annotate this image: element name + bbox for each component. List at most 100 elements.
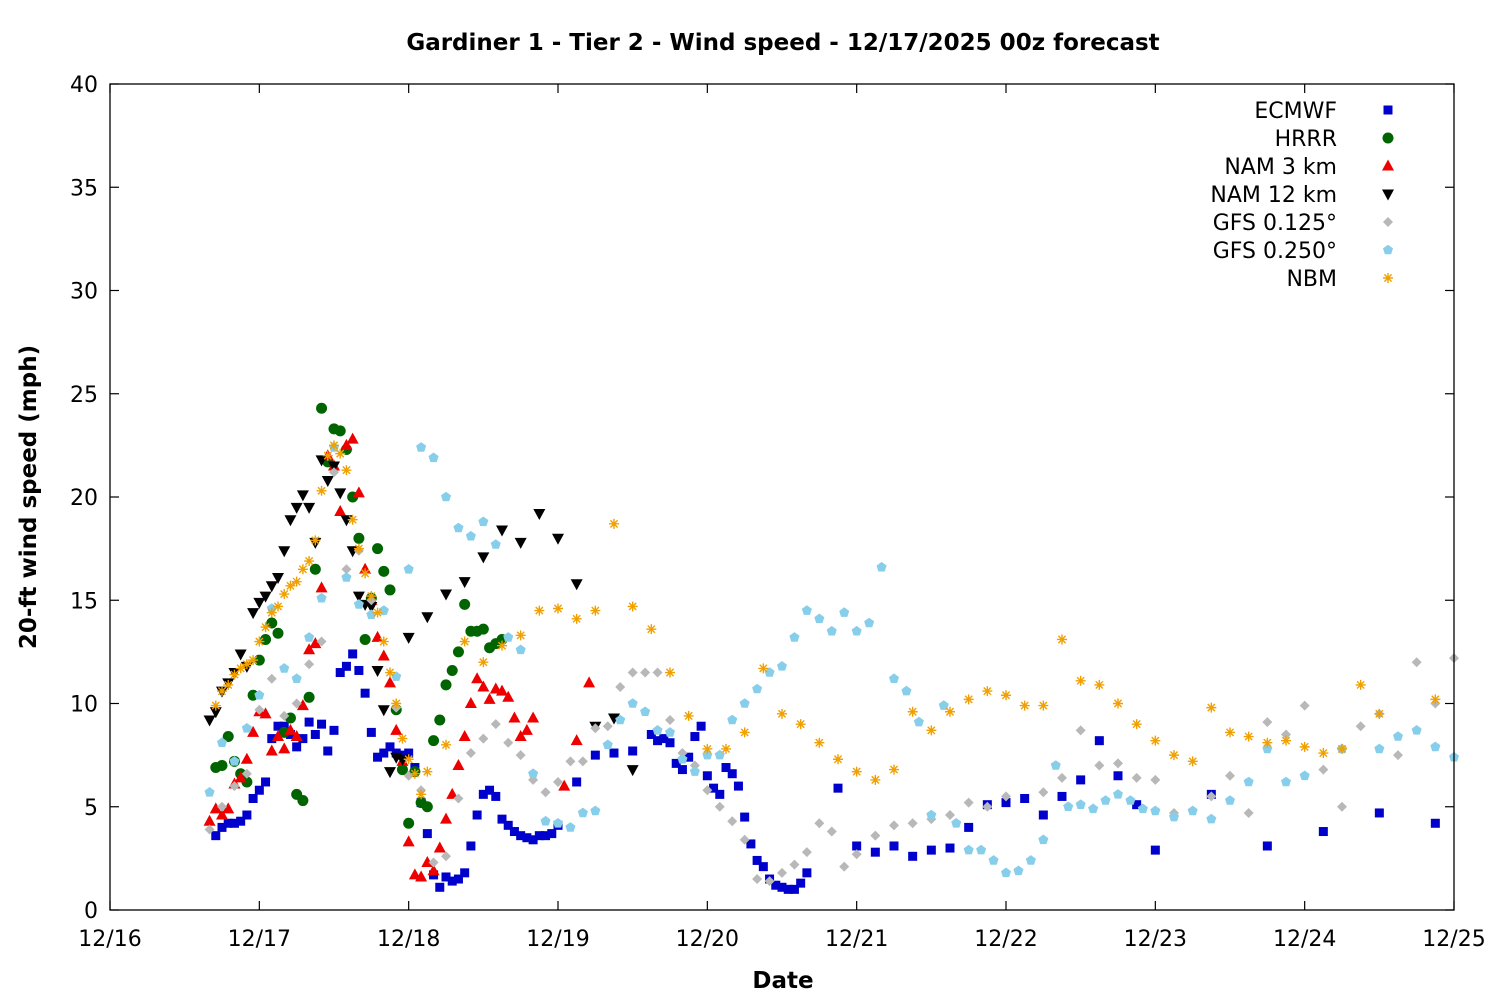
data-point xyxy=(520,723,533,735)
data-point xyxy=(1113,758,1123,769)
legend-marker xyxy=(1383,217,1393,227)
series-nbm xyxy=(210,440,1441,800)
data-point xyxy=(234,649,247,661)
data-point xyxy=(353,543,364,554)
legend-marker xyxy=(1383,244,1393,255)
data-point xyxy=(340,438,353,450)
data-point xyxy=(278,742,291,754)
data-point xyxy=(571,613,582,624)
data-point xyxy=(217,686,227,697)
data-point xyxy=(1100,795,1111,805)
y-tick-label: 0 xyxy=(84,899,98,924)
data-point xyxy=(727,769,737,779)
data-point xyxy=(527,711,540,723)
data-point xyxy=(452,646,464,658)
data-point xyxy=(402,632,415,644)
data-point xyxy=(334,504,347,516)
data-point xyxy=(796,878,806,888)
data-point xyxy=(795,719,806,730)
data-point xyxy=(870,774,881,785)
data-point xyxy=(434,714,446,726)
data-point xyxy=(1206,791,1217,802)
data-point xyxy=(373,752,383,762)
data-point xyxy=(963,797,974,808)
data-point xyxy=(464,697,477,708)
data-point xyxy=(615,714,626,725)
x-tick-label: 12/16 xyxy=(78,927,141,952)
data-point xyxy=(739,834,750,845)
data-point xyxy=(260,622,271,633)
data-point xyxy=(446,787,459,799)
data-point xyxy=(814,818,825,829)
data-point xyxy=(204,787,215,797)
data-point xyxy=(1094,760,1105,771)
data-point xyxy=(297,795,309,807)
data-point xyxy=(590,750,600,760)
data-point xyxy=(285,580,296,591)
data-point xyxy=(1001,791,1011,802)
data-point xyxy=(1132,800,1142,810)
data-point xyxy=(913,716,924,727)
data-point xyxy=(316,402,328,414)
data-point xyxy=(721,743,731,754)
data-point xyxy=(360,568,371,579)
data-point xyxy=(452,758,465,770)
data-point xyxy=(1206,813,1217,824)
data-point xyxy=(477,623,489,635)
data-point xyxy=(416,442,427,452)
data-point xyxy=(477,552,490,564)
data-point xyxy=(908,851,918,861)
data-point xyxy=(1281,735,1291,746)
data-point xyxy=(665,738,675,748)
data-point xyxy=(321,475,334,487)
data-point xyxy=(384,767,396,779)
x-tick-label: 12/20 xyxy=(676,927,739,952)
data-point xyxy=(540,815,551,826)
data-point xyxy=(253,597,266,609)
data-point xyxy=(514,537,527,549)
data-point xyxy=(466,841,476,851)
data-point xyxy=(746,839,756,849)
data-point xyxy=(534,605,545,616)
data-point xyxy=(1113,698,1123,709)
data-point xyxy=(627,698,638,708)
data-point xyxy=(415,870,428,882)
data-point xyxy=(646,624,657,635)
y-tick-label: 25 xyxy=(70,383,98,408)
data-point xyxy=(391,671,402,681)
data-point xyxy=(446,664,458,676)
data-point xyxy=(254,689,265,700)
data-point xyxy=(876,561,887,572)
data-point xyxy=(341,661,351,671)
data-point xyxy=(317,719,327,729)
data-point xyxy=(440,812,452,824)
data-point xyxy=(1038,834,1049,845)
data-point xyxy=(491,791,501,801)
data-point xyxy=(261,777,271,787)
data-point xyxy=(291,673,302,683)
data-point xyxy=(1150,805,1161,816)
data-point xyxy=(222,731,234,743)
data-point xyxy=(640,667,651,678)
data-point xyxy=(497,640,507,651)
data-point xyxy=(335,448,346,459)
data-point xyxy=(851,766,862,777)
data-point xyxy=(303,643,316,655)
data-point xyxy=(577,807,588,818)
data-point xyxy=(1225,727,1235,738)
data-point xyxy=(727,714,738,725)
data-point xyxy=(329,467,339,478)
data-point xyxy=(453,522,464,533)
data-point xyxy=(254,785,264,795)
data-point xyxy=(1243,731,1254,742)
data-point xyxy=(553,776,563,787)
data-point xyxy=(696,721,706,731)
data-point xyxy=(590,605,601,616)
data-point xyxy=(558,779,571,791)
data-point xyxy=(1050,760,1061,770)
data-point xyxy=(602,721,613,732)
data-point xyxy=(360,688,370,698)
data-point xyxy=(315,581,328,593)
data-point xyxy=(297,564,308,575)
data-point xyxy=(889,841,899,851)
